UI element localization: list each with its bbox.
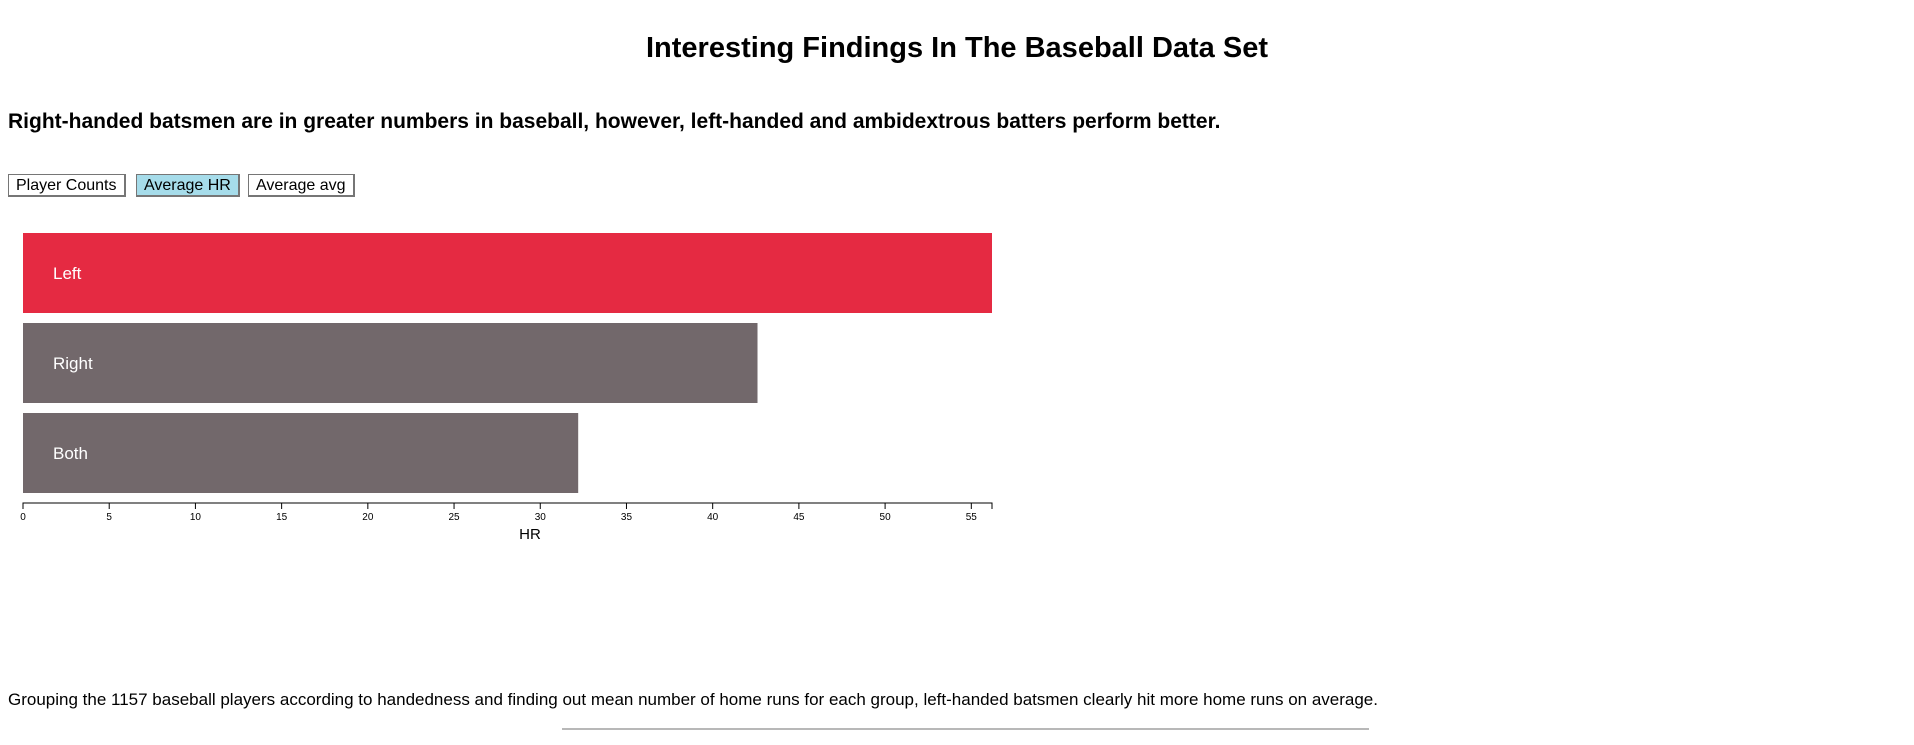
divider xyxy=(562,728,1369,730)
x-axis-title: HR xyxy=(519,526,541,543)
x-tick-label: 55 xyxy=(966,512,978,523)
bar-label-left: Left xyxy=(53,264,82,283)
x-tick-label: 45 xyxy=(793,512,805,523)
bar-left[interactable] xyxy=(23,233,992,313)
hr-bar-chart: Left Right Both 0 5 10 15 20 25 30 35 40 45 50 55 HR xyxy=(20,233,993,543)
x-tick-label: 0 xyxy=(20,512,26,523)
bar-label-right: Right xyxy=(53,354,93,373)
bar-label-both: Both xyxy=(53,444,88,463)
player-counts-button[interactable]: Player Counts xyxy=(8,174,126,197)
x-axis-line xyxy=(22,502,993,509)
bar-right[interactable] xyxy=(23,323,758,403)
bars-layer: Left Right Both xyxy=(23,233,992,493)
bar-both[interactable] xyxy=(23,413,579,493)
x-tick-label: 10 xyxy=(190,512,202,523)
page-title: Interesting Findings In The Baseball Dat… xyxy=(646,32,1268,64)
average-hr-button[interactable]: Average HR xyxy=(136,174,240,197)
x-tick-label: 5 xyxy=(106,512,112,523)
x-tick-label: 20 xyxy=(362,512,374,523)
chart-caption: Grouping the 1157 baseball players accor… xyxy=(8,690,1378,709)
x-tick-label: 50 xyxy=(880,512,892,523)
x-axis: 0 5 10 15 20 25 30 35 40 45 50 55 xyxy=(20,502,993,523)
average-avg-button[interactable]: Average avg xyxy=(248,174,355,197)
page-subtitle: Right-handed batsmen are in greater numb… xyxy=(8,110,1221,133)
x-tick-label: 30 xyxy=(535,512,547,523)
x-tick-label: 35 xyxy=(621,512,633,523)
x-tick-label: 40 xyxy=(707,512,719,523)
x-tick-label: 25 xyxy=(448,512,460,523)
x-tick-label: 15 xyxy=(276,512,288,523)
